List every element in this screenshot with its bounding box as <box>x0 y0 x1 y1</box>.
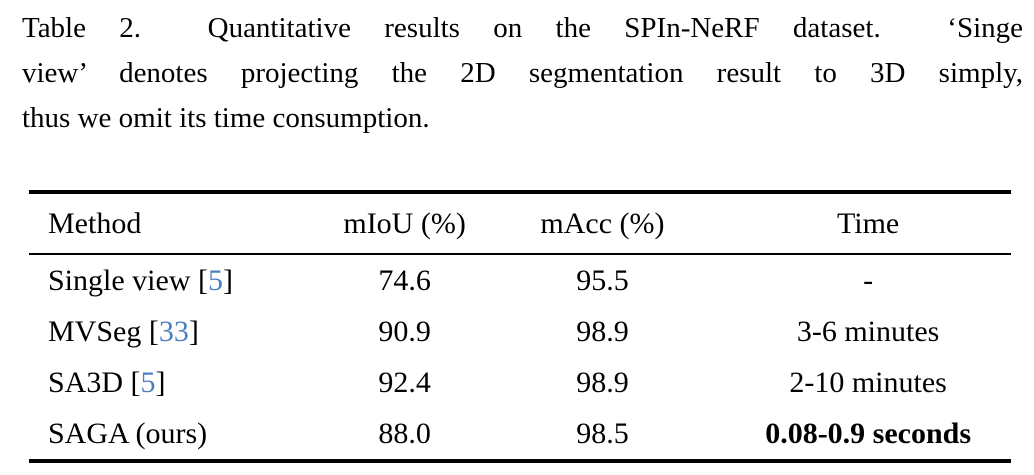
column-header-miou: mIoU (%) <box>343 207 466 240</box>
method-cell: Single view [5] <box>29 254 329 306</box>
method-name: SA3D [ <box>48 366 141 399</box>
table-row: SA3D [5] 92.4 98.9 2-10 minutes <box>29 357 1011 408</box>
method-name-suffix: ] <box>222 264 233 297</box>
header-row: Method mIoU (%) mAcc (%) Time <box>29 192 1011 254</box>
macc-cell: 98.9 <box>576 366 629 399</box>
column-header-macc: mAcc (%) <box>540 207 665 240</box>
citation-link[interactable]: 5 <box>207 264 223 297</box>
results-table: Method mIoU (%) mAcc (%) Time Single vie… <box>29 190 1011 463</box>
miou-cell: 92.4 <box>378 366 431 399</box>
method-cell: SAGA (ours) <box>29 408 329 461</box>
results-table-container: Method mIoU (%) mAcc (%) Time Single vie… <box>29 190 1011 463</box>
method-cell: MVSeg [33] <box>29 306 329 357</box>
table-row: MVSeg [33] 90.9 98.9 3-6 minutes <box>29 306 1011 357</box>
method-name: SAGA (ours) <box>48 417 208 450</box>
method-name-suffix: ] <box>188 315 199 348</box>
column-header-time: Time <box>836 207 900 240</box>
method-name: MVSeg [ <box>48 315 159 348</box>
macc-cell: 95.5 <box>576 264 629 297</box>
method-name-suffix: ] <box>155 366 166 399</box>
macc-cell: 98.9 <box>576 315 629 348</box>
time-cell: 0.08-0.9 seconds <box>765 417 972 450</box>
table-row: SAGA (ours) 88.0 98.5 0.08-0.9 seconds <box>29 408 1011 461</box>
table-caption: Table 2. Quantitative results on the SPI… <box>22 6 1023 141</box>
caption-line-2: view’ denotes projecting the 2D segmenta… <box>22 57 1023 89</box>
miou-cell: 88.0 <box>378 417 431 450</box>
time-cell: 2-10 minutes <box>789 366 947 399</box>
column-header-method: Method <box>48 207 142 240</box>
citation-link[interactable]: 5 <box>140 366 156 399</box>
time-cell: 3-6 minutes <box>796 315 940 348</box>
caption-line-1: Table 2. Quantitative results on the SPI… <box>22 12 1023 44</box>
method-name: Single view [ <box>48 264 208 297</box>
miou-cell: 90.9 <box>378 315 431 348</box>
table-row: Single view [5] 74.6 95.5 - <box>29 254 1011 306</box>
miou-cell: 74.6 <box>378 264 431 297</box>
citation-link[interactable]: 33 <box>158 315 189 348</box>
method-cell: SA3D [5] <box>29 357 329 408</box>
time-cell: - <box>863 264 874 297</box>
macc-cell: 98.5 <box>576 417 629 450</box>
caption-line-3: thus we omit its time consumption. <box>22 102 430 134</box>
